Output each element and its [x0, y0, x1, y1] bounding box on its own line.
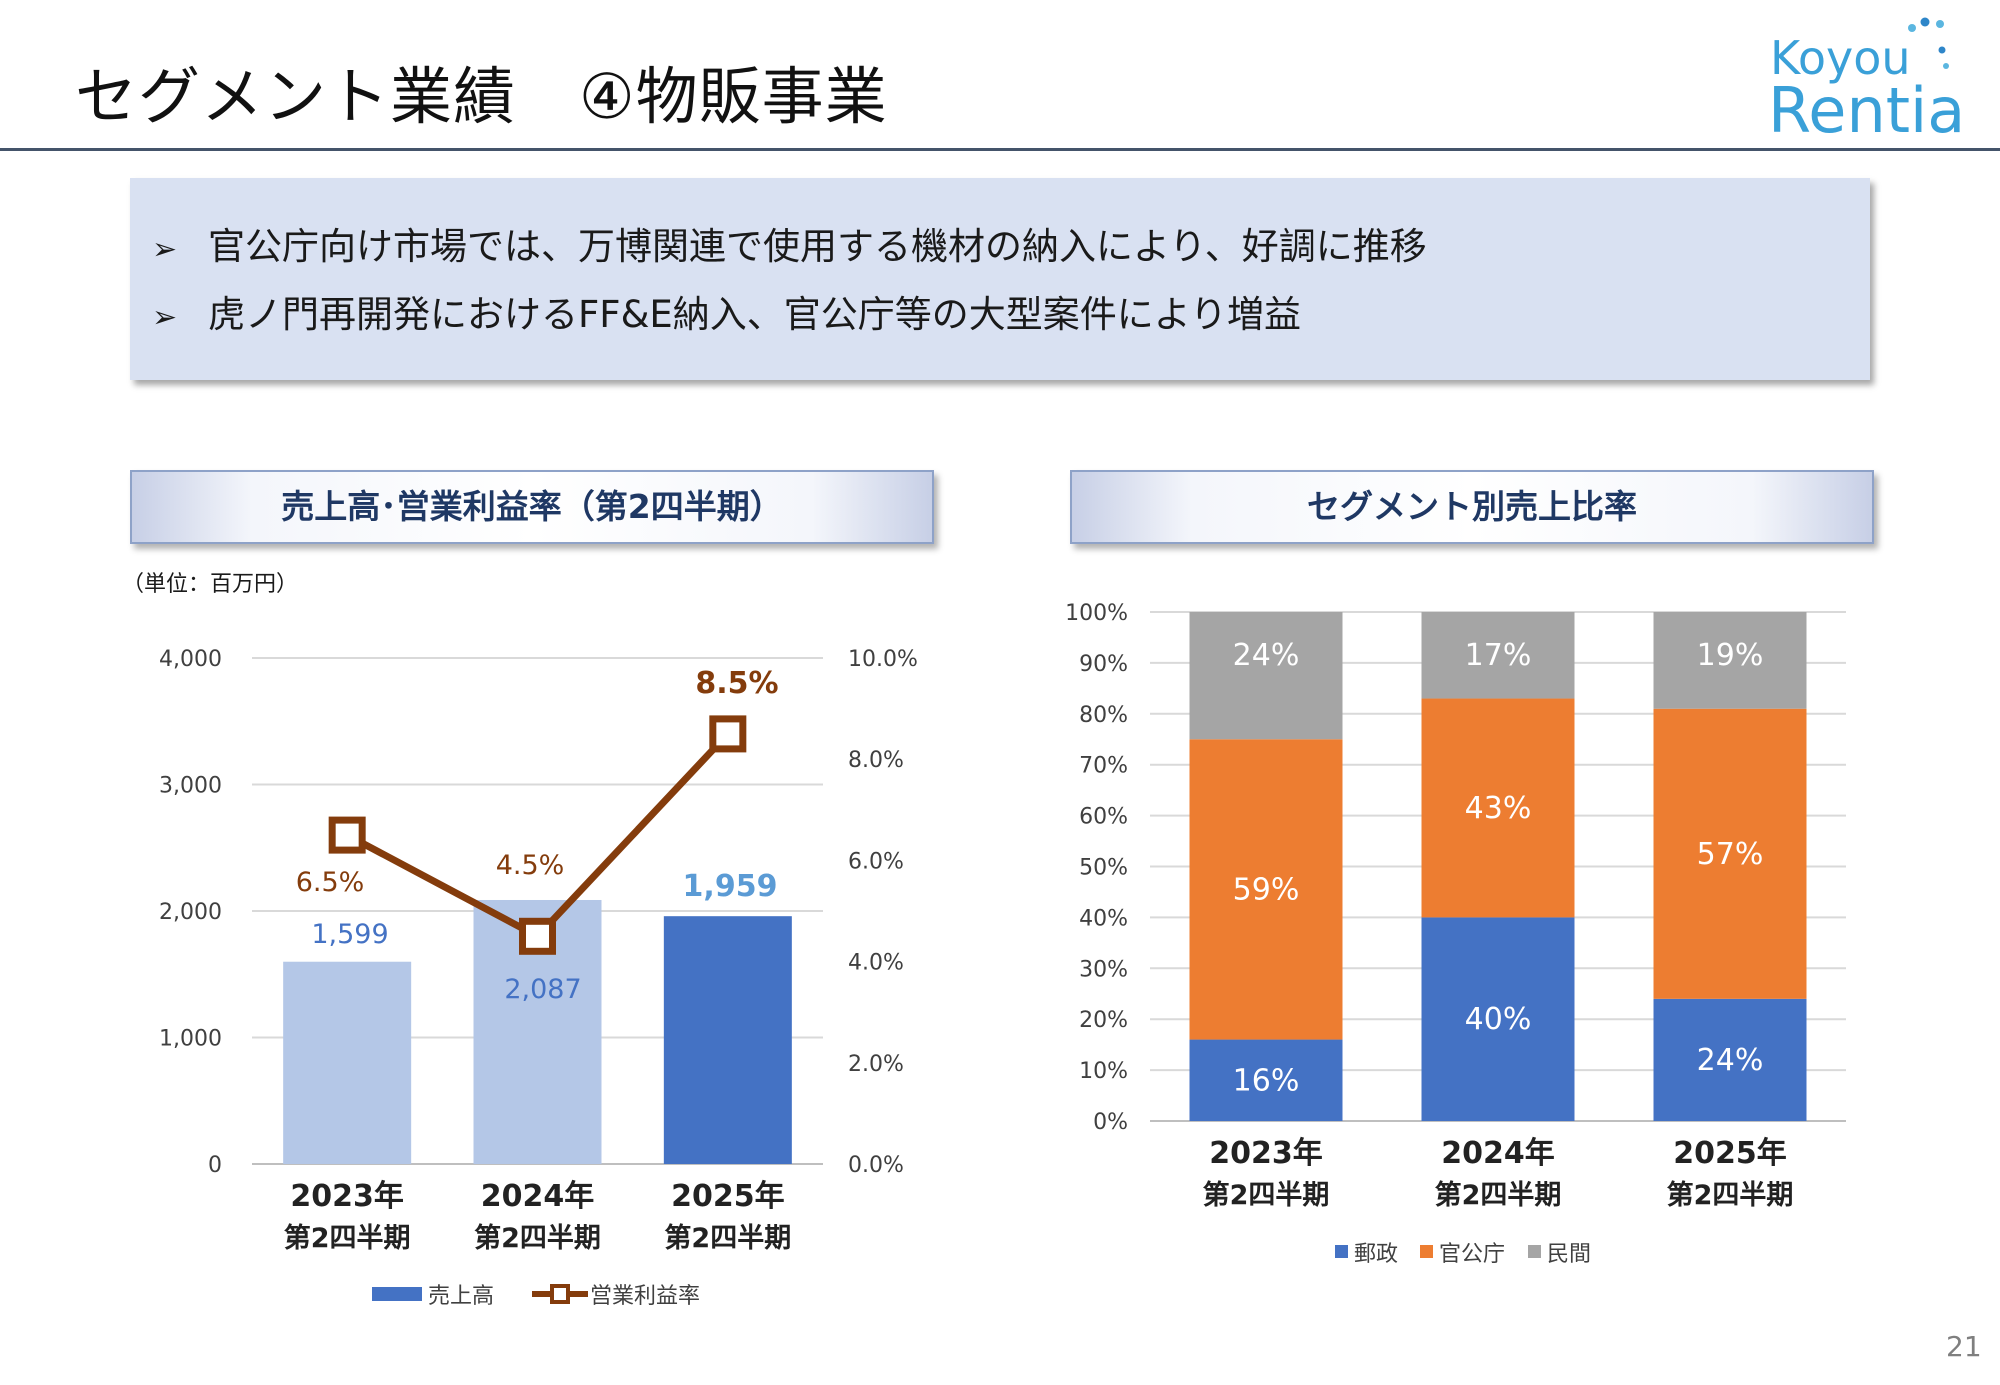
segment-bar [1189, 1039, 1343, 1121]
legend-label: 営業利益率 [590, 1284, 700, 1309]
segment-data-label: 24% [1697, 1043, 1764, 1078]
segment-data-label: 24% [1233, 638, 1300, 673]
segment-bar [1189, 739, 1343, 1040]
y-right-tick-label: 6.0% [848, 849, 904, 874]
y-tick-label: 90% [1079, 652, 1128, 677]
y-tick-label: 100% [1065, 601, 1128, 626]
legend-label: 郵政 [1354, 1242, 1398, 1267]
legend-swatch-marker [550, 1284, 570, 1304]
y-left-tick-label: 3,000 [159, 774, 222, 799]
segment-data-label: 59% [1233, 872, 1300, 907]
y-tick-label: 40% [1079, 906, 1128, 931]
legend-label: 官公庁 [1439, 1242, 1505, 1267]
legend-swatch [1335, 1245, 1348, 1258]
segment-data-label: 17% [1465, 638, 1532, 673]
segment-bar [1189, 612, 1343, 740]
y-left-tick-label: 2,000 [159, 900, 222, 925]
segment-bar [1653, 998, 1807, 1121]
y-left-tick-label: 1,000 [159, 1027, 222, 1052]
legend-swatch [1528, 1245, 1541, 1258]
x-tick-label: 第2四半期 [1203, 1179, 1330, 1211]
segment-data-label: 16% [1233, 1063, 1300, 1098]
profit-rate-point [709, 715, 747, 753]
company-logo: Koyou Rentia [1768, 17, 1965, 144]
x-tick-label: 第2四半期 [1435, 1179, 1562, 1211]
profit-rate-data-label: 4.5% [496, 850, 565, 881]
x-tick-label: 2025年 [671, 1179, 785, 1214]
y-left-tick-label: 4,000 [159, 647, 222, 672]
x-tick-label: 2024年 [1441, 1136, 1555, 1171]
page-number: 21 [1946, 1330, 1982, 1363]
y-tick-label: 80% [1079, 703, 1128, 728]
title-divider [0, 148, 2000, 151]
arrow-bullet-icon: ➢ [152, 232, 178, 267]
segment-data-label: 43% [1465, 791, 1532, 826]
y-tick-label: 10% [1079, 1059, 1128, 1084]
legend-swatch [1420, 1245, 1433, 1258]
logo-line1: Koyou [1770, 31, 1911, 85]
y-right-tick-label: 4.0% [848, 951, 904, 976]
segment-data-label: 40% [1465, 1002, 1532, 1037]
legend-label: 民間 [1547, 1242, 1591, 1267]
x-tick-label: 第2四半期 [474, 1222, 601, 1254]
x-tick-label: 2025年 [1673, 1136, 1787, 1171]
x-tick-label: 2024年 [481, 1179, 595, 1214]
x-tick-label: 第2四半期 [664, 1222, 791, 1254]
y-tick-label: 0% [1093, 1110, 1128, 1135]
sales-data-label: 1,599 [311, 919, 388, 950]
y-right-tick-label: 0.0% [848, 1153, 904, 1178]
profit-rate-data-label: 6.5% [296, 867, 365, 898]
sales-bar [663, 916, 792, 1164]
y-right-tick-label: 10.0% [848, 647, 918, 672]
x-tick-label: 2023年 [290, 1179, 404, 1214]
summary-bullet-text: 虎ノ門再開発におけるFF&E納入、官公庁等の大型案件により増益 [208, 293, 1302, 336]
segment-bar [1653, 612, 1807, 709]
profit-rate-point [328, 816, 366, 854]
sales-data-label: 2,087 [504, 974, 581, 1005]
segment-bar [1653, 708, 1807, 999]
logo-line2: Rentia [1768, 74, 1965, 144]
y-tick-label: 30% [1079, 957, 1128, 982]
y-left-tick-label: 0 [208, 1153, 222, 1178]
summary-bullet-text: 官公庁向け市場では、万博関連で使用する機材の納入により、好調に推移 [208, 225, 1427, 268]
segment-bar [1421, 612, 1575, 699]
profit-rate-data-label: 8.5% [695, 666, 778, 701]
x-tick-label: 第2四半期 [1667, 1179, 1794, 1211]
sales-bar [283, 961, 412, 1164]
y-tick-label: 20% [1079, 1008, 1128, 1033]
segment-bar [1421, 698, 1575, 918]
profit-rate-point [519, 917, 556, 955]
summary-box: ➢ 官公庁向け市場では、万博関連で使用する機材の納入により、好調に推移 ➢ 虎ノ門再… [130, 178, 1870, 380]
segment-chart-title: セグメント別売上比率 [1070, 470, 1874, 544]
legend-label: 売上高 [428, 1284, 494, 1309]
y-right-tick-label: 8.0% [848, 748, 904, 773]
y-tick-label: 60% [1079, 805, 1128, 830]
sales-data-label: 1,959 [683, 869, 778, 904]
segment-ratio-chart: 0% 10% 20% 30% 40% 50% 60% 70% 80% 90% 100% 16% 59% 2… [1065, 601, 1846, 1267]
summary-bullet-1: ➢ 官公庁向け市場では、万博関連で使用する機材の納入により、好調に推移 [152, 222, 1427, 275]
legend-swatch-sales [372, 1287, 422, 1301]
segment-data-label: 57% [1697, 837, 1764, 872]
y-right-tick-label: 2.0% [848, 1052, 904, 1077]
arrow-bullet-icon: ➢ [152, 300, 178, 335]
page-title: セグメント業績 ④物販事業 [75, 60, 888, 133]
summary-bullet-2: ➢ 虎ノ門再開発におけるFF&E納入、官公庁等の大型案件により増益 [152, 290, 1301, 343]
x-tick-label: 2023年 [1209, 1136, 1323, 1171]
segment-bar [1421, 917, 1575, 1121]
y-tick-label: 50% [1079, 856, 1128, 881]
y-tick-label: 70% [1079, 754, 1128, 779]
unit-label: （単位：百万円） [122, 572, 299, 597]
sales-chart-title: 売上高･営業利益率（第2四半期） [130, 470, 934, 544]
sales-profit-chart: 0 1,000 2,000 3,000 4,000 0.0% 2.0% 4.0% 6.0% 8.0… [159, 647, 918, 1309]
x-tick-label: 第2四半期 [284, 1222, 411, 1254]
segment-data-label: 19% [1697, 638, 1764, 673]
